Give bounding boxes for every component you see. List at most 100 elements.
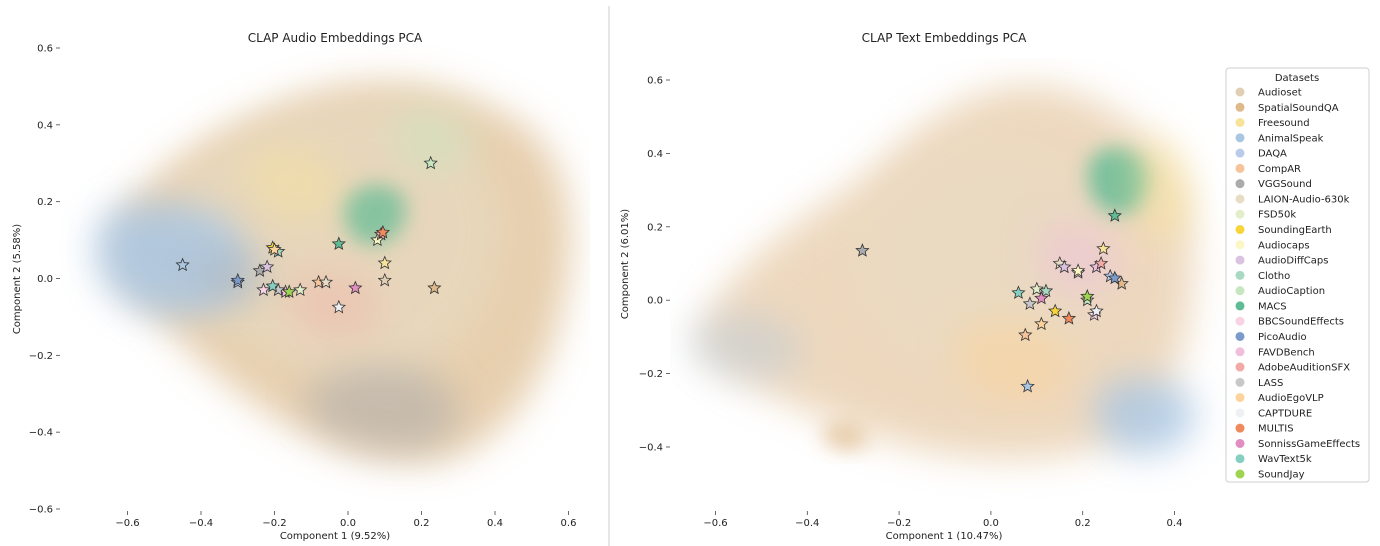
audio-axes: −0.6 −0.4 −0.2 0.0 0.2 0.4 0.6 −0.6 −0.4 −0.2 0.0 0… (29, 44, 577, 530)
text-x-tick-label: −0.4 (795, 518, 819, 529)
legend-swatch (1235, 225, 1245, 235)
legend-item-label: FSD50k (1258, 210, 1296, 221)
legend-item-label: AudioDiffCaps (1258, 256, 1328, 267)
text-pca-panel: CLAP Text Embeddings PCA −0.6 −0.4 −0.2 0.0… (620, 31, 1196, 542)
audio-y-tick-label: 0.4 (37, 120, 53, 131)
audio-y-tick-label: −0.4 (29, 428, 53, 439)
audio-density-cloud (94, 82, 571, 463)
legend-swatch (1235, 316, 1245, 326)
audio-y-tick-label: 0.2 (37, 197, 53, 208)
audio-centroid-audioegovlp (267, 242, 282, 256)
audio-y-tick-label: 0.0 (37, 274, 53, 285)
legend-swatch (1235, 179, 1245, 189)
audio-x-tick-label: −0.2 (262, 518, 286, 529)
legend-swatch (1235, 423, 1245, 433)
legend-item-label: BBCSoundEffects (1258, 317, 1344, 328)
legend-swatch (1235, 255, 1245, 265)
text-centroid-audiocaps (1070, 263, 1086, 277)
legend-item-label: Clotho (1258, 271, 1290, 282)
legend-swatch (1235, 286, 1245, 296)
text-axes: −0.6 −0.4 −0.2 0.0 0.2 0.4 −0.4 −0.2 0.0 0.2 0.4 0.… (639, 76, 1183, 530)
legend-item-label: PicoAudio (1258, 332, 1307, 343)
legend-swatch (1235, 454, 1245, 464)
audio-x-tick-label: 0.4 (487, 518, 503, 529)
text-y-tick-label: 0.4 (647, 149, 663, 160)
audio-y-tick-label: −0.2 (29, 351, 53, 362)
audio-x-tick-label: −0.4 (189, 518, 213, 529)
text-centroid-lass (1022, 296, 1038, 310)
text-x-tick-label: 0.4 (1167, 518, 1183, 529)
audio-centroid-laion-audio-630k (318, 274, 334, 289)
audio-x-axis-label: Component 1 (9.52%) (280, 531, 390, 542)
legend-swatch (1235, 194, 1245, 204)
legend-swatch (1235, 377, 1245, 387)
audio-centroid-bbcsoundeffects (256, 282, 271, 297)
legend-item-label: AnimalSpeak (1258, 133, 1324, 144)
audio-centroid-freesound (377, 255, 392, 270)
text-y-tick-label: 0.6 (647, 76, 663, 87)
legend-title: Datasets (1275, 73, 1319, 84)
audio-x-tick-label: −0.6 (115, 518, 139, 529)
text-x-axis-label: Component 1 (10.47%) (886, 531, 1003, 542)
text-centroid-multis (1061, 310, 1077, 325)
legend-swatch (1235, 133, 1245, 143)
legend-item-label: SpatialSoundQA (1258, 103, 1339, 114)
legend-item-label: CAPTDURE (1258, 408, 1312, 419)
legend: Datasets Audioset SpatialSoundQA Freesound… (1225, 67, 1370, 483)
audio-centroid-multis (375, 224, 391, 239)
legend-swatch (1235, 393, 1245, 403)
audio-y-axis-label: Component 2 (5.58%) (12, 224, 23, 334)
legend-item-label: AudioEgoVLP (1258, 393, 1324, 404)
legend-item-label: FAVDBench (1258, 347, 1315, 358)
legend-item-label: Audioset (1258, 88, 1302, 99)
legend-item-label: VGGSound (1258, 179, 1312, 190)
legend-frame (1225, 67, 1370, 483)
legend-item-label: SonnissGameEffects (1258, 439, 1360, 450)
audio-centroid-markers (175, 155, 442, 314)
legend-item-label: MULTIS (1258, 424, 1294, 435)
audio-centroid-audioset (377, 272, 392, 287)
text-centroid-audiodiffcaps (1057, 259, 1072, 274)
audio-centroid-captdure (331, 299, 346, 314)
text-centroid-markers (855, 208, 1129, 393)
text-centroid-captdure (1089, 303, 1104, 318)
text-centroid-soundingearth (1048, 303, 1063, 318)
legend-item-label: CompAR (1258, 164, 1301, 175)
audio-centroid-wavtext5k (265, 278, 280, 293)
legend-swatch (1235, 102, 1245, 112)
audio-y-tick-label: −0.6 (29, 505, 53, 516)
audio-chart-title: CLAP Audio Embeddings PCA (248, 31, 423, 45)
audio-x-tick-label: 0.2 (414, 518, 430, 529)
audio-centroid-macs (331, 236, 347, 251)
legend-item-label: DAQA (1258, 149, 1287, 160)
text-density-cloud (687, 84, 1196, 460)
text-centroid-picoaudio (1107, 270, 1122, 285)
text-centroid-compar (1018, 327, 1033, 342)
legend-swatch (1235, 240, 1245, 250)
text-x-tick-label: 0.2 (1075, 518, 1091, 529)
text-centroid-soundjay (1080, 288, 1095, 303)
legend-item-label: LASS (1258, 378, 1283, 389)
audio-centroid-animalspeak (175, 257, 190, 272)
legend-swatch (1235, 270, 1245, 280)
audio-centroid-spatialsoundqa (427, 280, 442, 295)
legend-item-label: SoundJay (1258, 470, 1305, 481)
text-centroid-fsd50k (1029, 281, 1044, 296)
legend-item-label: LAION-Audio-630k (1258, 194, 1350, 205)
text-centroid-clotho (1038, 283, 1054, 298)
legend-swatch (1235, 148, 1245, 158)
audio-centroid-soundjay (281, 284, 297, 299)
legend-swatch (1235, 347, 1245, 357)
audio-centroid-audiodiffcaps (260, 259, 275, 274)
legend-items: Audioset SpatialSoundQA Freesound AnimalSpe… (1235, 87, 1360, 481)
legend-swatch (1235, 331, 1245, 341)
text-y-axis-label: Component 2 (6.01%) (620, 209, 631, 319)
audio-pca-panel: CLAP Audio Embeddings PCA −0.6 −0.4 −0.2 0.… (12, 31, 576, 542)
text-chart-title: CLAP Text Embeddings PCA (862, 31, 1027, 45)
legend-swatch (1235, 301, 1245, 311)
text-y-tick-label: 0.2 (647, 222, 663, 233)
audio-centroid-audiocaption (423, 155, 438, 170)
legend-swatch (1235, 362, 1245, 372)
legend-item-label: AudioCaption (1258, 286, 1325, 297)
